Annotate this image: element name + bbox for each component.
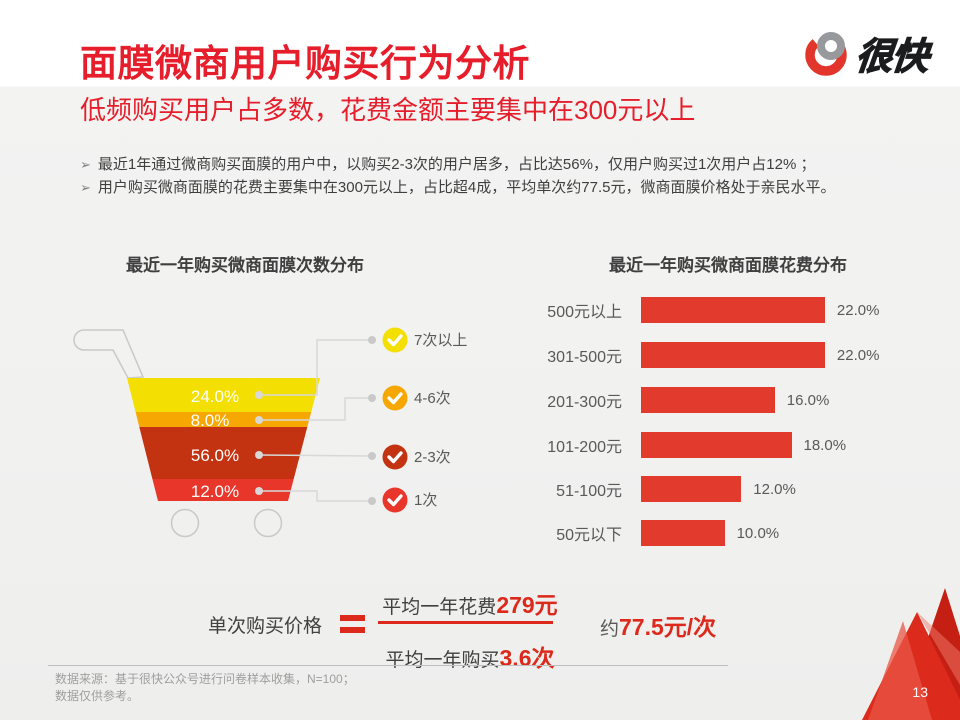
subtitle: 低频购买用户占多数，花费金额主要集中在300元以上 <box>80 95 696 125</box>
bar-chart-title: 最近一年购买微商面膜花费分布 <box>609 256 847 275</box>
connector-line <box>258 454 373 457</box>
connector-dot <box>368 336 376 344</box>
funnel-segment-2 <box>135 412 312 427</box>
legend-item-2: 4-6次 <box>382 385 451 411</box>
bullet-text: 用户购买微商面膜的花费主要集中在300元以上，占比超4成，平均单次约77.5元，… <box>97 179 836 196</box>
funnel-segment-3 <box>139 427 308 479</box>
check-icon <box>387 451 403 464</box>
footer-source: 数据来源：基于很快公众号进行问卷样本收集，N=100； 数据仅供参考。 <box>55 671 355 705</box>
fraction-numerator: 平均一年花费279元 <box>370 586 570 620</box>
bar-category: 201-300元 <box>547 394 622 411</box>
funnel-chart: 24.0% 8.0% 56.0% 12.0% 7次以上 4-6次 2-3次 1次 <box>73 327 467 538</box>
check-icon <box>387 494 403 507</box>
triangle-shape <box>917 612 960 685</box>
formula-result: 约77.5元/次 <box>600 608 716 642</box>
bar <box>641 387 775 413</box>
footer-line-1: 数据来源：基于很快公众号进行问卷样本收集，N=100； <box>55 672 355 686</box>
connector-dot <box>368 394 376 402</box>
legend-label: 2-3次 <box>414 449 451 466</box>
page-title: 面膜微商用户购买行为分析 <box>80 43 530 84</box>
check-icon <box>387 334 403 347</box>
bar-row: 50元以下 10.0% <box>500 520 960 546</box>
numerator-text: 平均一年花费 <box>382 597 497 618</box>
footer-divider <box>48 665 728 666</box>
bar-category: 101-200元 <box>547 439 622 456</box>
bar-chart: 500元以上 22.0% 301-500元 22.0% 201-300元 16.… <box>500 297 960 557</box>
funnel-value-label: 56.0% <box>191 446 239 465</box>
bullet-item-2: ➢ 用户购买微商面膜的花费主要集中在300元以上，占比超4成，平均单次约77.5… <box>80 178 835 197</box>
numerator-value: 279元 <box>496 592 558 618</box>
bullet-item-1: ➢ 最近1年通过微商购买面膜的用户中，以购买2-3次的用户居多，占比达56%，仅… <box>80 155 816 174</box>
check-badge-icon <box>382 327 408 353</box>
bar-value: 16.0% <box>786 391 830 409</box>
check-badge-icon <box>382 487 408 513</box>
connector-line <box>259 397 372 421</box>
cart-wheel-icon <box>170 508 200 538</box>
bar <box>641 297 825 323</box>
formula-label: 单次购买价格 <box>208 616 323 637</box>
check-badge-icon <box>382 444 408 470</box>
denominator-text: 平均一年购买 <box>385 650 500 671</box>
bar-value: 18.0% <box>803 436 847 454</box>
bar-value: 10.0% <box>736 524 780 542</box>
result-value: 77.5元/次 <box>619 614 717 640</box>
bar-row: 301-500元 22.0% <box>500 342 960 368</box>
cart-handle-icon <box>73 329 145 379</box>
bar <box>641 342 825 368</box>
equals-sign: = <box>340 615 365 633</box>
arrow-bullet-icon: ➢ <box>80 157 91 172</box>
bar-value: 22.0% <box>836 301 880 319</box>
connector-line <box>259 339 372 396</box>
bar-category: 50元以下 <box>556 527 622 544</box>
check-icon <box>387 392 403 405</box>
result-prefix: 约 <box>600 619 620 640</box>
connector-dot <box>255 487 263 495</box>
logo-swirl-icon <box>805 32 847 76</box>
check-badge-icon <box>382 385 408 411</box>
funnel-value-label: 24.0% <box>191 387 239 406</box>
legend-item-4: 1次 <box>382 487 437 513</box>
footer-line-2: 数据仅供参考。 <box>55 689 140 703</box>
bar-category: 301-500元 <box>547 349 622 366</box>
bar-value: 12.0% <box>753 480 796 498</box>
bar <box>641 432 792 458</box>
corner-decoration <box>862 588 960 720</box>
funnel-segment-1 <box>127 378 320 412</box>
funnel-value-label: 12.0% <box>191 482 239 501</box>
legend-label: 7次以上 <box>414 332 467 349</box>
bar <box>641 476 742 502</box>
connector-dot <box>255 391 263 399</box>
funnel-segment-4 <box>152 479 294 501</box>
connector-dot <box>368 497 376 505</box>
legend-label: 4-6次 <box>414 390 451 407</box>
legend-item-3: 2-3次 <box>382 444 451 470</box>
bullet-text: 最近1年通过微商购买面膜的用户中，以购买2-3次的用户居多，占比达56%，仅用户… <box>97 156 816 173</box>
bar-row: 101-200元 18.0% <box>500 432 960 458</box>
bar-row: 500元以上 22.0% <box>500 297 960 323</box>
bar-row: 51-100元 12.0% <box>500 476 960 502</box>
connector-dot <box>255 451 263 459</box>
connector-dot <box>255 416 263 424</box>
fraction-line <box>378 621 553 624</box>
bar-category: 51-100元 <box>556 483 622 500</box>
vendor-logo: 很快 <box>800 26 931 80</box>
bar <box>641 520 725 546</box>
arrow-bullet-icon: ➢ <box>80 180 91 195</box>
bar-row: 201-300元 16.0% <box>500 387 960 413</box>
bar-category: 500元以上 <box>547 304 622 321</box>
page-number: 13 <box>912 684 928 700</box>
fraction-denominator: 平均一年购买3.6次 <box>370 639 570 673</box>
connector-line <box>259 490 372 502</box>
funnel-value-label: 8.0% <box>191 411 230 430</box>
logo-text: 很快 <box>853 35 931 77</box>
cart-wheel-icon <box>253 508 283 538</box>
denominator-value: 3.6次 <box>499 645 555 671</box>
triangle-shape <box>868 621 932 720</box>
legend-item-1: 7次以上 <box>382 327 467 353</box>
connector-dot <box>368 452 376 460</box>
legend-label: 1次 <box>414 492 437 509</box>
funnel-chart-title: 最近一年购买微商面膜次数分布 <box>126 256 364 275</box>
bar-value: 22.0% <box>836 346 880 364</box>
